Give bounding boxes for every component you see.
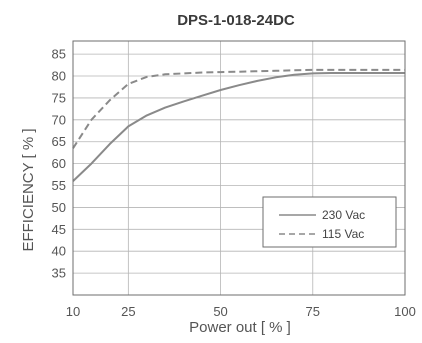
- legend-box: [262, 196, 397, 248]
- x-tick-label-75: 75: [306, 304, 320, 319]
- y-tick-label-35: 35: [52, 266, 66, 281]
- y-tick-label-45: 45: [52, 222, 66, 237]
- y-tick-labels: 35 40 45 50 55 60 65 70 75 80 85: [52, 47, 66, 281]
- y-tick-label-55: 55: [52, 178, 66, 193]
- x-tick-label-100: 100: [394, 304, 416, 319]
- grid: [72, 41, 406, 295]
- y-tick-label-65: 65: [52, 134, 66, 149]
- y-axis-label: EFFICIENCY [ % ]: [20, 128, 37, 251]
- series-lines: [72, 68, 405, 182]
- legend-label-230-vac: 230 Vac: [322, 208, 365, 222]
- x-axis-label: Power out [ % ]: [189, 319, 291, 336]
- series-line-115-vac: [72, 68, 405, 149]
- legend: 230 Vac 115 Vac: [262, 196, 397, 248]
- y-tick-label-70: 70: [52, 112, 66, 127]
- plot-frame: [72, 40, 406, 296]
- legend-label-115-vac: 115 Vac: [322, 227, 364, 241]
- x-tick-labels: 10 25 50 75 100: [66, 304, 416, 319]
- y-tick-label-85: 85: [52, 47, 66, 62]
- series-line-230-vac: [72, 72, 405, 182]
- y-tick-label-80: 80: [52, 69, 66, 84]
- y-tick-label-60: 60: [52, 156, 66, 171]
- y-tick-label-40: 40: [52, 244, 66, 259]
- x-tick-label-25: 25: [121, 304, 135, 319]
- y-tick-label-50: 50: [52, 200, 66, 215]
- x-tick-label-50: 50: [213, 304, 227, 319]
- y-tick-label-75: 75: [52, 90, 66, 105]
- chart-title: DPS-1-018-24DC: [177, 12, 295, 29]
- x-tick-label-10: 10: [66, 304, 80, 319]
